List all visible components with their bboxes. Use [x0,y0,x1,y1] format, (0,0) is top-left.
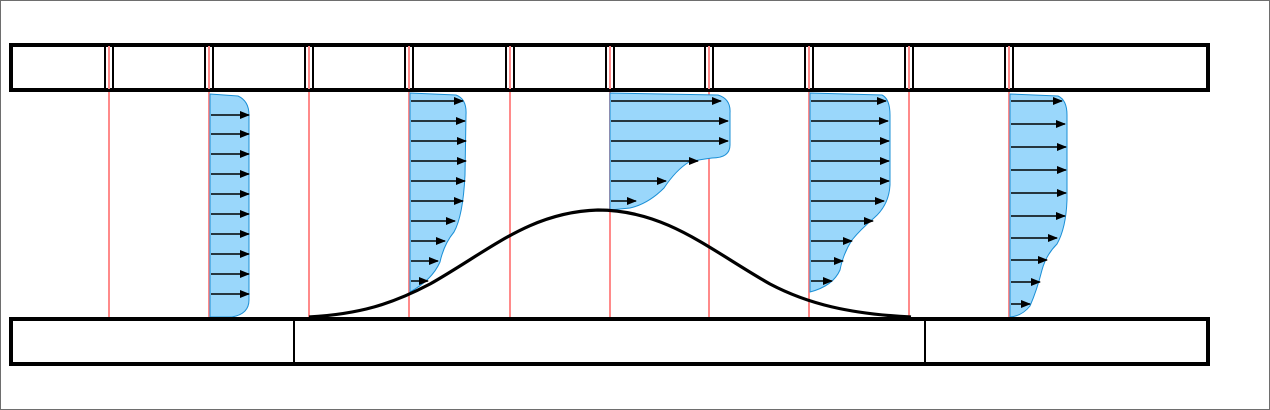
top-plate-divider-10 [1004,46,1014,89]
velocity-profile-4 [809,92,891,293]
top-plate-divider-1 [104,46,114,89]
profile-fill-4 [809,92,891,293]
top-plate-divider-5 [505,46,515,89]
profile-fill-2 [409,92,467,293]
velocity-profile-3 [609,92,731,211]
top-plate-divider-8 [804,46,814,89]
velocity-profile-2 [409,92,467,293]
top-plate-divider-9 [904,46,914,89]
bottom-wall [9,317,1210,366]
velocity-profile-1 [209,93,250,318]
profile-fill-3 [609,92,731,211]
top-plate-divider-2 [204,46,214,89]
top-plate-divider-4 [404,46,414,89]
profile-fill-5 [1009,93,1068,318]
velocity-profile-5 [1009,93,1068,318]
top-plate-divider-7 [704,46,714,89]
velocity-profiles [209,92,1068,318]
bump-curve [308,208,912,319]
top-plate-dividers [104,46,1014,89]
top-wall [9,43,1210,92]
top-plate-divider-6 [605,46,615,89]
bottom-plate [9,317,1210,366]
profile-fill-1 [209,93,250,318]
top-plate-divider-3 [304,46,314,89]
